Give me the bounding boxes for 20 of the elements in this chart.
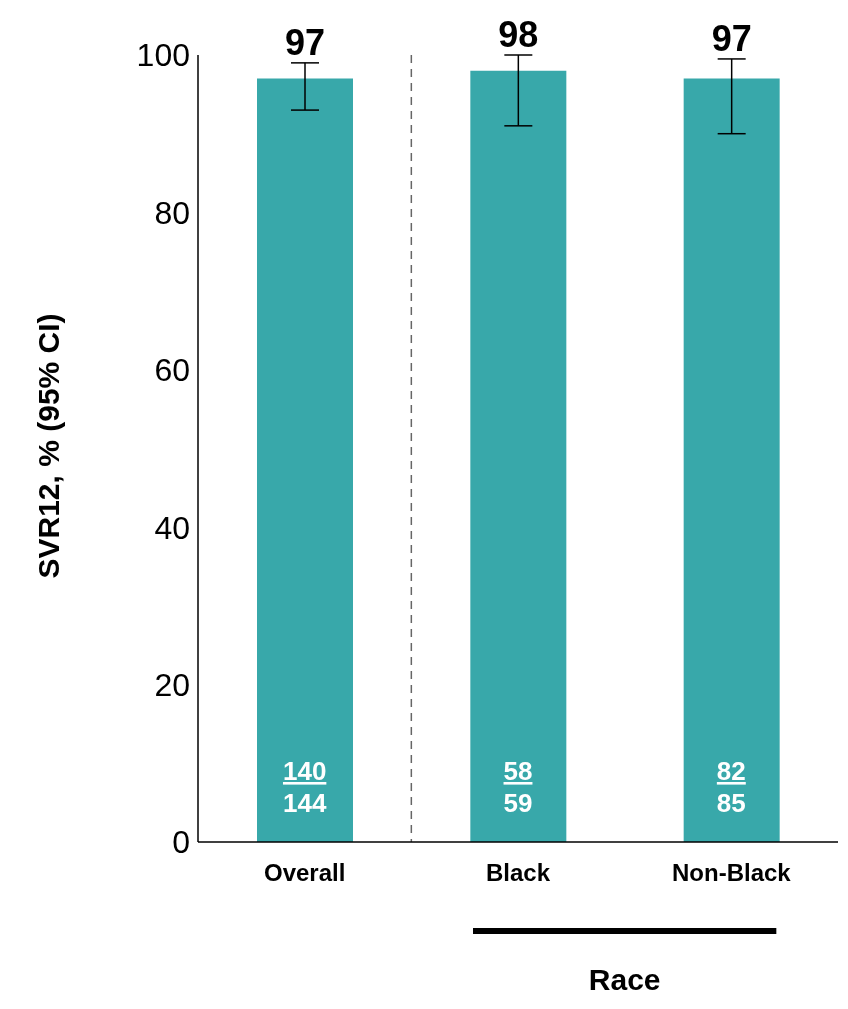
data-label: 97	[284, 21, 326, 63]
data-label: 98	[498, 14, 539, 55]
x-tick-label: Non-Black	[671, 859, 792, 887]
data-label: 97	[711, 17, 752, 59]
annotation: 140	[282, 756, 327, 786]
y-tick-label: 80	[154, 194, 190, 231]
y-tick-label: 60	[154, 352, 190, 389]
x-tick-label: Black	[485, 859, 551, 887]
annotation: 58	[503, 756, 533, 786]
annotation: 85	[716, 788, 746, 818]
y-tick-label: 40	[154, 509, 190, 546]
annotation: 82	[716, 756, 746, 786]
annotation: 59	[503, 788, 533, 818]
y-tick-label: 0	[172, 824, 190, 861]
annotation: 144	[282, 788, 327, 818]
y-tick-label: 100	[136, 37, 190, 74]
y-tick-label: 20	[154, 666, 190, 703]
text: Race	[588, 963, 661, 996]
x-tick-label: Overall	[263, 859, 346, 887]
y-axis-title: SVR12, % (95% CI)	[31, 313, 65, 579]
